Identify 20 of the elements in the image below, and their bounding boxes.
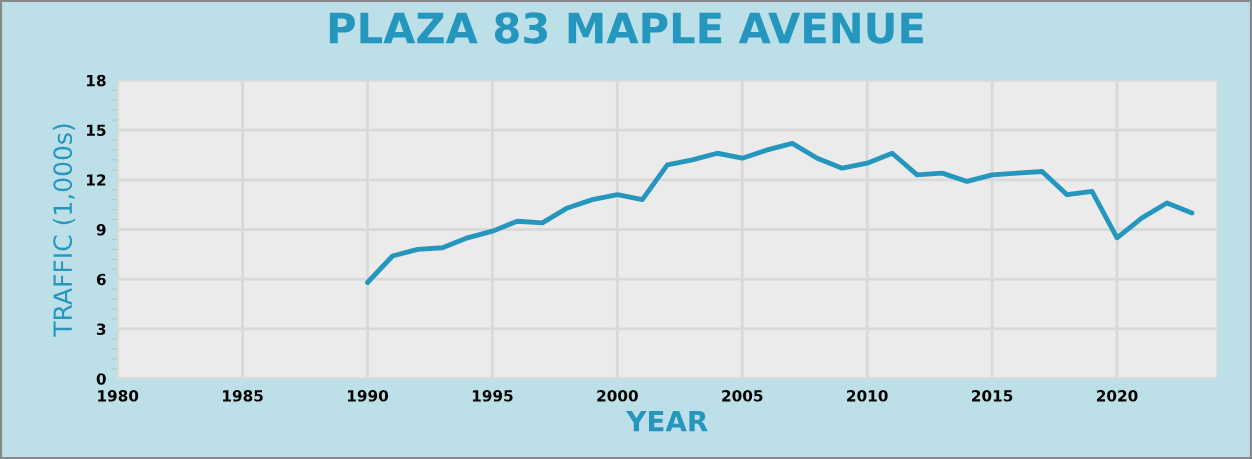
x-tick-label: 1985 — [223, 390, 263, 402]
x-tick-label: 2020 — [1096, 390, 1138, 402]
x-tick-label: 2000 — [597, 390, 638, 402]
chart-title: PLAZA 83 MAPLE AVENUE — [329, 12, 923, 44]
y-tick-label: 15 — [87, 124, 106, 137]
x-tick-label: 2005 — [722, 390, 763, 402]
x-tick-label: 1980 — [98, 390, 139, 402]
y-tick-label: 18 — [87, 74, 106, 87]
y-tick-label: 6 — [96, 273, 106, 286]
line-series — [365, 140, 1195, 285]
x-tick-label: 2010 — [847, 390, 888, 402]
x-axis-title: YEAR — [626, 410, 708, 432]
x-tick-label: 2015 — [972, 390, 1013, 402]
x-tick-label: 1990 — [347, 390, 389, 402]
y-axis-title: TRAFFIC (1,000s) — [52, 124, 76, 337]
y-tick-label: 12 — [87, 174, 106, 186]
x-tick-label: 1995 — [472, 390, 513, 402]
y-tick-label: 0 — [96, 373, 106, 385]
y-tick-label: 3 — [96, 323, 106, 335]
y-tick-label: 9 — [96, 223, 106, 236]
